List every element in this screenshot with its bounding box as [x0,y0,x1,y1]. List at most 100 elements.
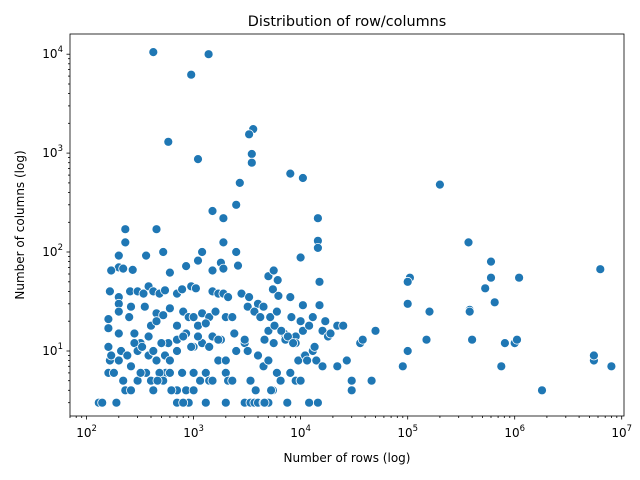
data-point [172,320,182,331]
data-point [268,265,279,276]
data-point [106,350,117,361]
data-point [464,306,475,317]
data-point [156,338,167,349]
data-point [135,367,146,378]
data-point [463,237,474,248]
data-point [325,328,336,339]
data-point [220,355,231,366]
x-axis-ticks: 102 103 104 105 106 107 [69,416,632,440]
data-point [244,292,255,303]
x-tick-exponent: 2 [92,424,97,434]
data-point [402,298,413,309]
data-point [271,367,282,378]
data-point [160,285,170,296]
data-point [259,334,270,345]
data-point [285,292,296,303]
data-point [282,331,293,342]
data-point [242,301,253,312]
data-point [109,367,119,378]
data-point [122,350,133,361]
data-point [113,355,124,366]
data-point [204,341,215,352]
data-point [272,275,283,286]
data-point [164,267,175,278]
data-point [210,306,221,317]
data-point [263,355,274,366]
data-point [188,385,199,396]
data-point [269,320,280,331]
data-point [193,255,203,266]
data-point [151,316,162,327]
data-point [434,179,445,190]
data-point [268,338,279,349]
data-point [357,334,368,345]
data-point [151,355,162,366]
y-tick-label: 104 [42,45,63,61]
y-tick-base: 10 [42,47,57,61]
data-point [242,346,253,356]
data-point [424,306,435,317]
data-point [207,206,218,216]
data-point [200,318,211,329]
data-point [177,284,188,295]
data-point [186,341,197,352]
data-point [163,136,174,147]
data-point [496,361,507,372]
data-point [143,331,154,342]
data-point [346,385,357,396]
data-point [332,361,343,372]
data-point [258,301,269,312]
data-point [103,341,114,352]
data-point [239,334,250,345]
data-point [188,312,199,323]
data-point [137,341,148,352]
data-point [113,250,124,261]
x-tick-label: 107 [611,424,632,440]
y-tick-base: 10 [42,146,57,160]
data-point [309,341,320,352]
data-point [346,375,357,386]
data-point [193,154,203,165]
x-tick-base: 10 [611,426,626,440]
data-point [246,149,257,159]
data-point [486,272,496,283]
data-point [188,367,199,378]
data-points [93,47,617,408]
data-point [200,397,211,408]
x-tick-label: 102 [76,424,97,440]
data-point [118,263,129,274]
data-point [193,331,203,342]
data-point [190,283,201,294]
data-point [166,385,177,396]
data-point [164,367,175,378]
data-point [467,334,478,345]
data-point [285,367,296,378]
data-point [213,334,224,345]
data-point [120,237,131,248]
data-point [250,385,261,396]
data-point [295,252,306,263]
data-point [231,199,242,210]
data-point [126,385,136,396]
data-point [589,350,599,361]
data-point [266,385,277,396]
data-point [177,367,188,378]
data-point [231,346,242,356]
data-point [244,129,255,140]
data-point [231,247,242,257]
data-point [141,250,152,261]
data-point [105,286,115,297]
data-point [297,300,308,311]
data-point [220,397,231,408]
data-point [148,346,159,356]
y-tick-exponent: 2 [58,243,63,253]
data-point [218,263,229,274]
data-point [297,173,308,183]
x-tick-label: 103 [183,424,204,440]
data-point [273,290,284,301]
data-point [259,397,270,408]
y-tick-exponent: 3 [58,144,63,154]
x-tick-label: 105 [397,424,418,440]
data-point [595,264,606,275]
